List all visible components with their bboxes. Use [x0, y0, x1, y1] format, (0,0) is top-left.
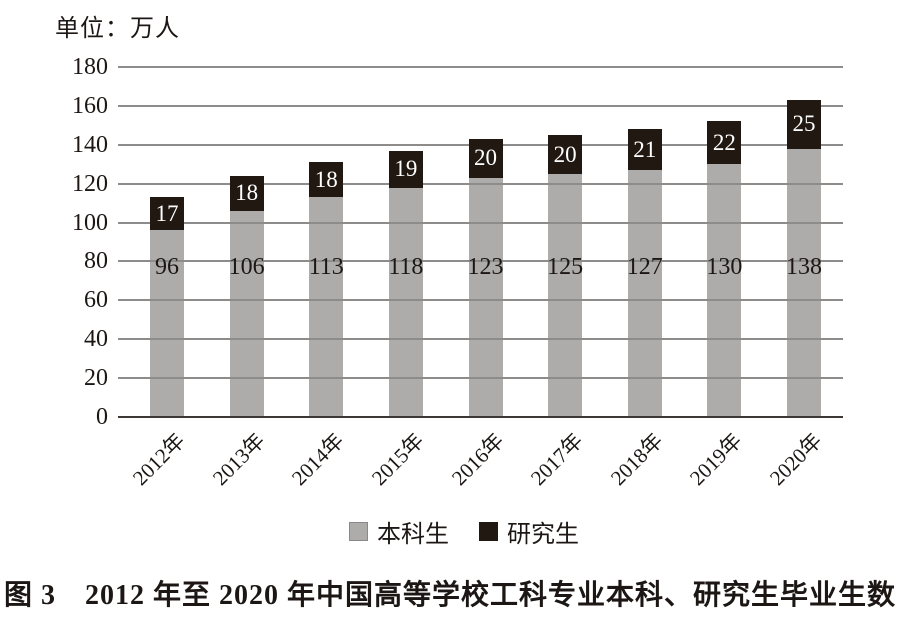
graduate-value-label: 18: [314, 166, 338, 192]
gridline-120: [118, 182, 843, 185]
undergraduate-value-label: 113: [308, 254, 344, 280]
bar-graduate: [627, 129, 662, 171]
bar-undergraduate: [627, 170, 662, 417]
gridline-100: [118, 221, 843, 224]
graduate-value-label: 17: [155, 200, 179, 226]
figure-caption: 图 3 2012 年至 2020 年中国高等学校工科专业本科、研究生毕业生数: [3, 580, 896, 611]
graduate-value-label: 21: [633, 136, 657, 162]
legend-item: 研究生: [479, 514, 579, 549]
x-axis-label: 2018年: [605, 428, 668, 491]
x-axis-label: 2013年: [207, 428, 270, 491]
gridline-40: [118, 338, 843, 341]
bar-graduate: [787, 100, 821, 149]
bar-undergraduate: [787, 148, 821, 417]
bar-graduate: [468, 138, 503, 178]
bar-graduate: [309, 162, 344, 198]
undergraduate-value-label: 130: [706, 254, 743, 280]
graduate-value-label: 18: [235, 180, 259, 206]
graduate-value-label: 25: [792, 111, 816, 137]
graduate-value-label: 20: [474, 145, 497, 171]
y-tick-label: 40: [84, 326, 108, 353]
bar-graduate: [388, 150, 423, 188]
graduate-value-label: 20: [553, 141, 577, 167]
bar-undergraduate: [548, 173, 583, 417]
x-axis-label: 2016年: [446, 428, 508, 491]
y-tick-label: 0: [96, 404, 108, 430]
bar-graduate: [707, 121, 742, 165]
bar-undergraduate: [309, 197, 344, 417]
bar-undergraduate: [229, 210, 264, 417]
gridline-160: [118, 104, 843, 107]
gridline-180: [118, 66, 843, 68]
bar-graduate: [548, 135, 583, 174]
x-axis-label: 2020年: [764, 428, 827, 491]
undergraduate-value-label: 138: [786, 254, 822, 280]
undergraduate-value-label: 127: [626, 254, 663, 280]
x-axis-line: [118, 416, 843, 418]
undergraduate-value-label: 123: [467, 254, 504, 280]
y-tick-label: 60: [84, 287, 108, 314]
y-tick-label: 160: [72, 92, 108, 119]
legend-label: 研究生: [507, 522, 579, 548]
bar-graduate: [229, 175, 264, 211]
y-tick-label: 80: [84, 248, 108, 275]
undergraduate-value-label: 96: [155, 254, 179, 280]
y-tick-label: 120: [72, 170, 108, 197]
gridline-60: [118, 299, 843, 302]
legend-item: 本科生: [349, 514, 449, 549]
unit-label: 单位：万人: [55, 16, 180, 42]
legend-label: 本科生: [377, 522, 449, 548]
bar-undergraduate: [707, 164, 742, 417]
graduate-value-label: 19: [394, 156, 418, 182]
undergraduate-value-label: 118: [388, 254, 424, 280]
bar-undergraduate: [468, 177, 503, 417]
undergraduate-value-label: 125: [547, 254, 584, 280]
undergraduate-swatch-icon: [349, 522, 368, 541]
x-axis-label: 2019年: [685, 428, 747, 491]
x-axis-label: 2015年: [366, 428, 429, 491]
gridline-20: [118, 377, 843, 380]
x-axis-label: 2014年: [287, 428, 349, 491]
graduate-swatch-icon: [479, 522, 498, 541]
y-tick-label: 100: [72, 209, 108, 236]
x-axis-label: 2017年: [526, 428, 588, 491]
y-tick-label: 20: [84, 365, 108, 392]
y-tick-label: 180: [72, 54, 108, 80]
legend: 本科生 研究生: [0, 514, 900, 549]
undergraduate-value-label: 106: [228, 254, 265, 280]
gridline-80: [118, 260, 843, 263]
graduate-value-label: 22: [712, 129, 736, 155]
bar-graduate: [150, 197, 184, 231]
x-axis-label: 2012年: [127, 428, 190, 491]
y-tick-label: 140: [72, 131, 108, 158]
